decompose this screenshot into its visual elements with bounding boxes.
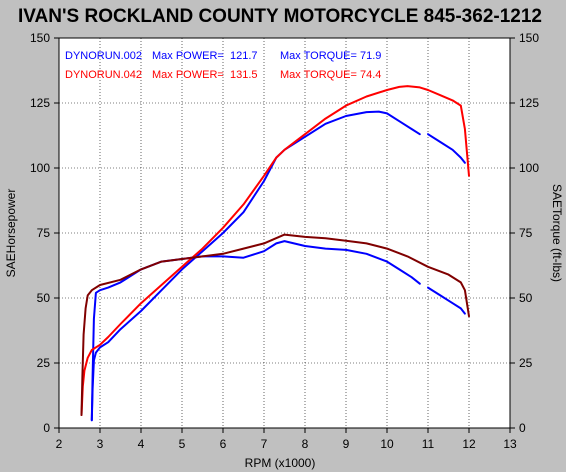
- y-tick-label-right: 100: [519, 161, 539, 175]
- series-lines: [80, 85, 470, 422]
- x-tick-label: 9: [343, 437, 350, 451]
- y-tick-label-left: 75: [37, 226, 51, 240]
- y-tick-label-left: 0: [43, 421, 50, 435]
- y-tick-label-right: 125: [519, 96, 539, 110]
- x-tick-label: 8: [302, 437, 309, 451]
- x-tick-label: 13: [503, 437, 517, 451]
- y-tick-label-right: 75: [519, 226, 533, 240]
- legend: DYNORUN.002 Max POWER= 121.7 Max TORQUE= 71.…: [65, 50, 381, 81]
- x-tick-label: 4: [138, 437, 145, 451]
- x-tick-label: 2: [56, 437, 63, 451]
- x-tick-label: 11: [422, 437, 435, 451]
- dynorun-002-torque-line: [90, 240, 421, 422]
- y-tick-label-right: 25: [519, 356, 533, 370]
- legend-torque-value: 71.9: [360, 50, 381, 62]
- x-axis-label: RPM (x1000): [245, 456, 316, 470]
- legend-torque-label: Max TORQUE=: [280, 50, 357, 62]
- y-axis-label-left: SAEHorsepower: [4, 189, 18, 278]
- chart-title: IVAN'S ROCKLAND COUNTY MOTORCYCLE 845-36…: [18, 6, 542, 27]
- legend-torque-label: Max TORQUE=: [280, 69, 357, 81]
- x-tick-label: 7: [261, 437, 268, 451]
- dynorun-002-torque-line: [427, 286, 466, 315]
- x-tick-label: 12: [462, 437, 476, 451]
- legend-power-label: Max POWER=: [152, 69, 224, 81]
- y-axis-label-right: SAETorque (ft-lbs): [550, 184, 564, 282]
- dynorun-002-power-line: [90, 110, 421, 422]
- legend-power-value: 121.7: [230, 50, 258, 62]
- legend-run-name: DYNORUN.042: [65, 69, 142, 81]
- legend-torque-value: 74.4: [360, 69, 381, 81]
- y-tick-label-left: 125: [30, 96, 50, 110]
- x-tick-label: 3: [97, 437, 104, 451]
- y-tick-label-left: 50: [37, 291, 51, 305]
- dynorun-042-torque-line: [80, 233, 470, 416]
- y-tick-label-right: 50: [519, 291, 533, 305]
- y-tick-label-left: 150: [30, 31, 50, 45]
- x-tick-label: 5: [179, 437, 186, 451]
- legend-run-name: DYNORUN.002: [65, 50, 142, 62]
- legend-power-value: 131.5: [230, 69, 258, 81]
- x-tick-label: 10: [380, 437, 394, 451]
- legend-power-label: Max POWER=: [152, 50, 224, 62]
- dynorun-002-power-line: [427, 133, 466, 164]
- grid-lines: [59, 38, 510, 428]
- y-tick-label-right: 0: [519, 421, 526, 435]
- y-tick-label-left: 25: [37, 356, 51, 370]
- dynorun-042-power-line: [80, 85, 470, 416]
- x-tick-label: 6: [220, 437, 227, 451]
- y-tick-label-left: 100: [30, 161, 50, 175]
- y-tick-label-right: 150: [519, 31, 539, 45]
